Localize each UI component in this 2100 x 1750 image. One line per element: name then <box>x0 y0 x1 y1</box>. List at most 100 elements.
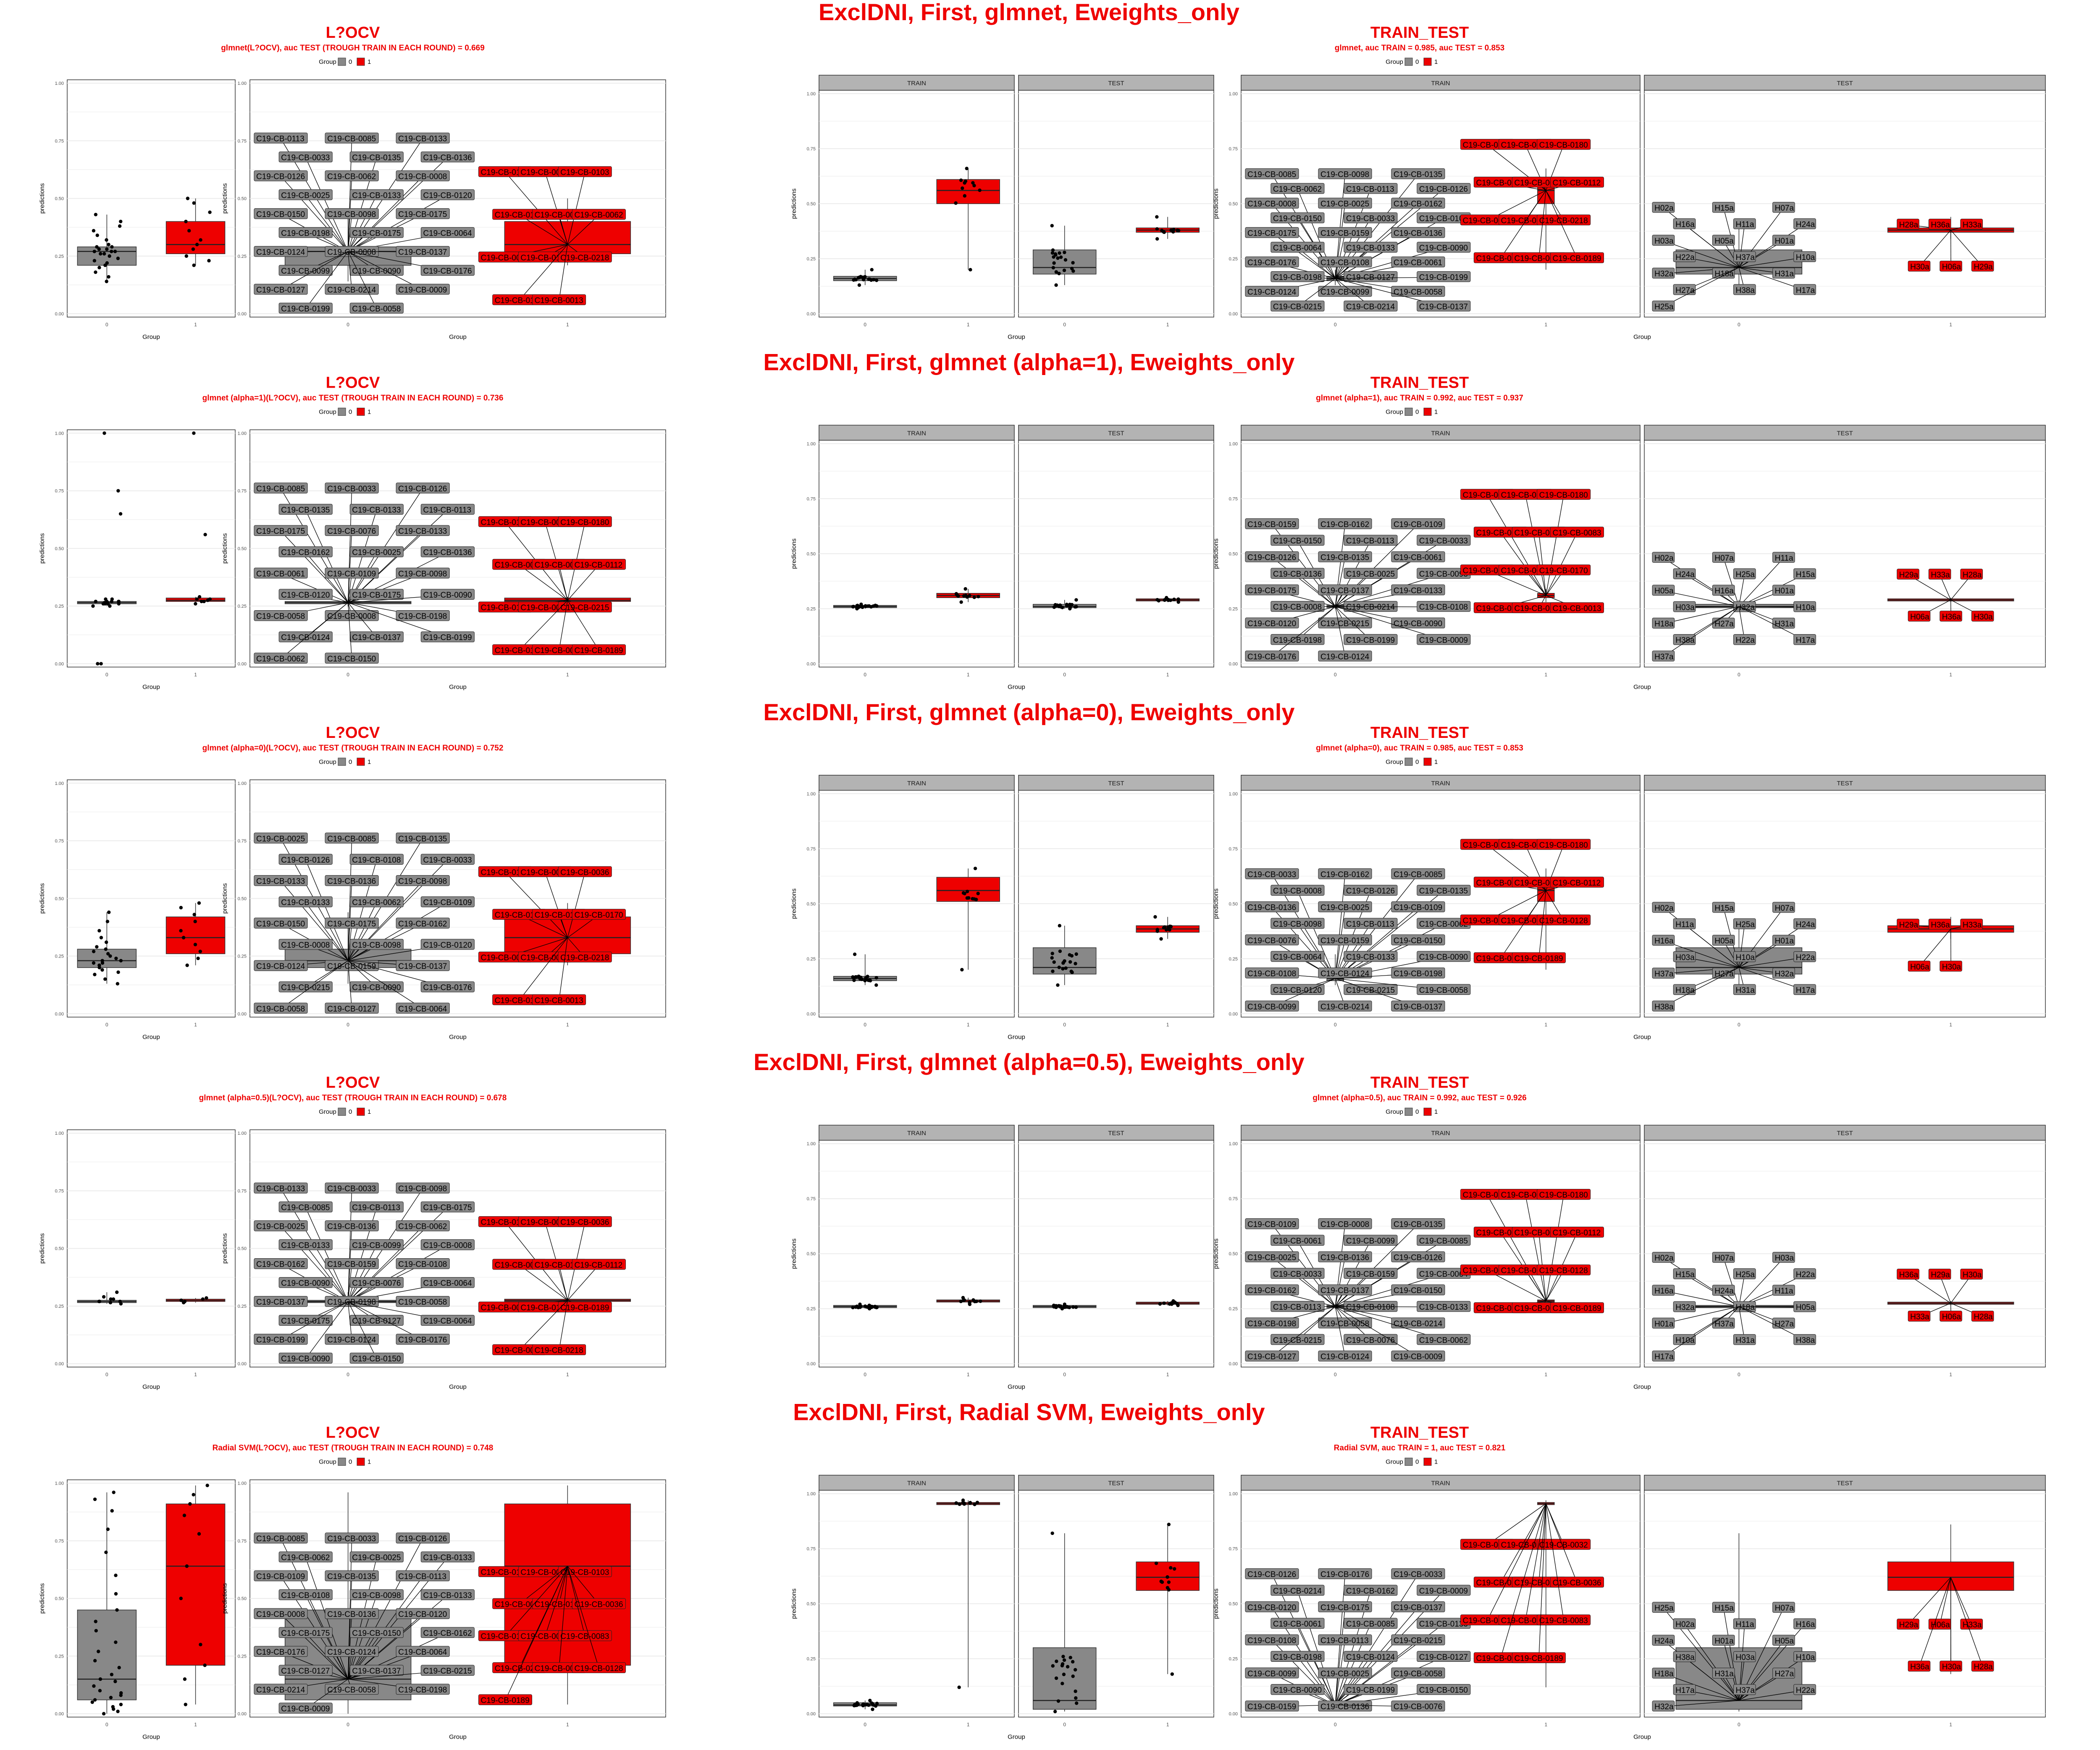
chart-1-right-test-point <box>1051 266 1055 270</box>
chart-2-left-lab-g0-label-box <box>278 504 333 515</box>
chart-3-left-lab-g0-label-box <box>420 896 475 908</box>
chart-2-right-train-point <box>866 604 869 608</box>
chart-2-right-test-lab-g1-label: H06a <box>1910 613 1929 622</box>
chart-4-left-lab-g1-label: C19-CB-0170 <box>520 1304 569 1312</box>
chart-1-right-test-lab-g0-label-box <box>1733 218 1756 229</box>
chart-3-right-test-lab-g0-label: H03a <box>1675 953 1695 962</box>
chart-5-right-train-lab-g0-label-box <box>1417 1585 1471 1596</box>
chart-4-left-lab-g0-leader <box>348 1245 448 1302</box>
chart-1-right-train-lab-g0-label-box <box>1270 271 1325 282</box>
chart-2-right-train-lab-g0-label: C19-CB-0090 <box>1394 619 1442 628</box>
chart-5-left-lab-g0-label-box <box>254 1532 308 1544</box>
chart-3-left-lab-g0-label-box <box>349 896 404 908</box>
chart-5-left-lab-g0-label: C19-CB-0133 <box>423 1591 472 1600</box>
chart-4-left-lab-g0-label-box <box>349 1239 404 1250</box>
chart-1-left-lab-g0-leader <box>305 157 349 252</box>
chart-5-right-train-lab-g0-label-box <box>1344 1618 1398 1629</box>
chart-1-right-train-point <box>963 179 968 183</box>
chart-3-left-lab-g0-label-box <box>420 854 475 865</box>
chart-2-right-test-lab-g0-label-box <box>1733 568 1756 580</box>
chart-4-right-test-point <box>1063 1302 1067 1306</box>
chart-2-right-test-lab-g0-label-box <box>1673 601 1696 612</box>
chart-3-left-lab-g0-label: C19-CB-0109 <box>423 898 472 907</box>
chart-5-left-lab-g0-label: C19-CB-0064 <box>398 1648 447 1657</box>
chart-3-right-test-lab-g0-label-box <box>1673 918 1696 929</box>
chart-3-left-lab-g0-label: C19-CB-0176 <box>423 984 472 992</box>
chart-5-left-point <box>92 1684 96 1688</box>
chart-1-left-point <box>107 275 110 279</box>
chart-1-left-box-y-tick-label: 0.25 <box>55 254 64 259</box>
chart-5-right-x-tick-test: 1 <box>1166 1722 1169 1728</box>
chart-5-right-lab-xlabel: Group <box>1633 1734 1651 1741</box>
chart-2-left-lab-g0-label: C19-CB-0162 <box>281 548 330 557</box>
chart-4-left-lab-y-tick-label: 0.75 <box>238 1189 247 1194</box>
chart-3-right-train-lab-g0-label-box <box>1318 1000 1372 1012</box>
chart-1-left-lab-g0-leader <box>281 176 349 252</box>
chart-2-right-train-lab-g0-label: C19-CB-0109 <box>1394 520 1442 529</box>
chart-5-left-lab-g0-label: C19-CB-0033 <box>327 1535 376 1543</box>
chart-4-right-train-lab-g0-label: C19-CB-0127 <box>1247 1353 1296 1362</box>
chart-2-right-train-lab-g0-label: C19-CB-0214 <box>1346 603 1395 612</box>
chart-1-right-train-lab-g0-label-box <box>1344 300 1398 312</box>
chart-2-right-train-lab-g0-label-box <box>1270 634 1325 645</box>
chart-1-left-lab-g0-leader <box>348 195 448 252</box>
chart-5-left-lab-g0-label-box <box>396 1532 450 1544</box>
chart-1-right-strip-label-test: TEST <box>1108 80 1124 87</box>
chart-2-right-train-point <box>872 604 875 608</box>
chart-4-right-train-lab-g1-label-box <box>1537 1265 1591 1275</box>
chart-4-left-x-tick: 0 <box>105 1372 108 1377</box>
chart-4-left-lab-g1-label: C19-CB-0059 <box>495 1261 543 1270</box>
chart-3-right-x-tick-train: 0 <box>864 1022 866 1028</box>
chart-3-left-box-0 <box>77 949 137 968</box>
chart-1-left-lab-g0-label-box <box>325 283 379 295</box>
chart-1-right-test-lab-g0-leader <box>1663 240 1739 268</box>
chart-2-left-lab-g1-label: C19-CB-0032 <box>495 561 543 570</box>
chart-1-left-lab-g0-label: C19-CB-0150 <box>256 210 305 219</box>
chart-2-left-lab-g1-label: C19-CB-0128 <box>481 603 530 612</box>
chart-3-left-point <box>92 961 96 965</box>
chart-4-left-lab-g1-label: C19-CB-0083 <box>481 1304 530 1312</box>
chart-1-right-train-lab-g0-label: C19-CB-0124 <box>1247 288 1297 296</box>
chart-1-right-test-lab-g0-label: H22a <box>1675 253 1695 262</box>
chart-4-right-test-lab-g0-label: H25a <box>1735 1270 1755 1279</box>
chart-5-left-lab-x-tick: 0 <box>346 1722 349 1728</box>
chart-5-right-train-lab-g0-label: C19-CB-0076 <box>1394 1703 1442 1711</box>
chart-3-left-lab-g0-label-box <box>349 854 404 865</box>
chart-4-left-lab-g0-label-box <box>254 1258 308 1269</box>
chart-2-right-train-point <box>851 604 856 609</box>
chart-1-left-lab-g0-label: C19-CB-0126 <box>256 172 305 181</box>
chart-2-right-train-lab-g0-leader <box>1297 574 1336 607</box>
chart-5-right-test-lab-g1-label: H29a <box>1899 1621 1919 1629</box>
chart-3-right-test-lab-g0-label: H25a <box>1735 920 1755 929</box>
chart-1-right-test-point <box>1162 230 1166 234</box>
chart-3-right-test-lab-g0-label-box <box>1733 984 1756 995</box>
chart-3-right-train-y-tick-label: 1.00 <box>807 792 816 797</box>
chart-3-left-lab-g0-leader <box>305 860 349 961</box>
chart-1-right-train-lab-g0-label-box <box>1318 168 1372 179</box>
chart-3-left-point <box>116 982 120 986</box>
chart-3-left-lab-g0-label-box <box>278 981 333 992</box>
chart-2-right-legend-key-1 <box>1423 407 1432 416</box>
chart-4-right-train-lab-g0-label: C19-CB-0162 <box>1247 1286 1296 1295</box>
chart-2-left-lab-g0-label: C19-CB-0199 <box>423 633 472 642</box>
chart-4-right-train-lab-g0-label: C19-CB-0150 <box>1394 1286 1442 1295</box>
chart-3-left-title: L?OCV <box>326 724 380 742</box>
chart-5-right-train-lab-g0-label: C19-CB-0126 <box>1247 1570 1296 1579</box>
chart-3-left-lab-g0-label: C19-CB-0126 <box>281 856 330 865</box>
chart-3-left-lab-g0-label: C19-CB-0120 <box>423 941 472 950</box>
chart-1-right-train-lab-g0-label: C19-CB-0062 <box>1273 185 1322 194</box>
chart-1-left-lab-g0-label: C19-CB-0058 <box>352 304 401 313</box>
chart-5-left-lab-g0-label-box <box>349 1627 404 1638</box>
chart-2-left-lab-g0-leader <box>347 602 352 659</box>
chart-3-right-train-point <box>864 976 868 980</box>
chart-3-right-test-point <box>1061 967 1065 971</box>
chart-1-left-lab-g1-label: C19-CB-0032 <box>520 168 569 177</box>
chart-2-right-title: TRAIN_TEST <box>1370 374 1469 391</box>
chart-4-right-train-lab-g0-label: C19-CB-0085 <box>1419 1237 1468 1246</box>
chart-5-right-subtitle: Radial SVM, auc TRAIN = 1, auc TEST = 0.… <box>1334 1444 1506 1453</box>
chart-2-right-train-lab-g0-label-box <box>1391 518 1445 529</box>
chart-5-right-train-lab-g0-label: C19-CB-0133 <box>1419 1620 1468 1629</box>
chart-1-right-test-lab-g1-label-box <box>1928 218 1951 230</box>
chart-3-left-point <box>198 950 202 953</box>
